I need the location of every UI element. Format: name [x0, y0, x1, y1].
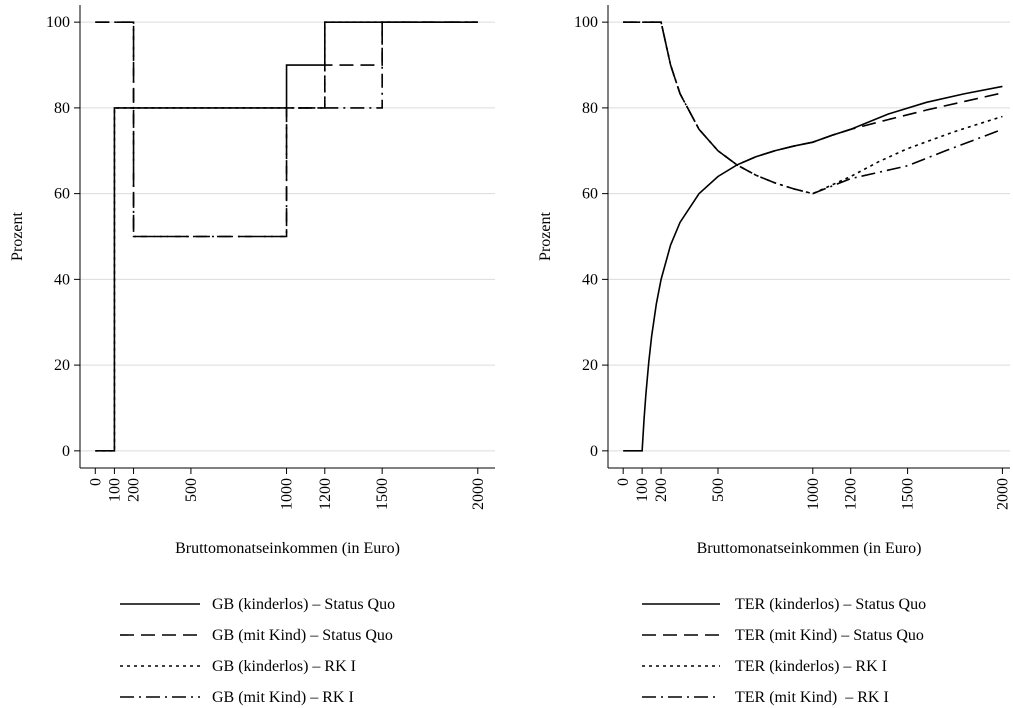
y-axis-label: Prozent [9, 212, 26, 261]
y-tick-label: 0 [62, 443, 70, 460]
data-line [95, 21, 478, 238]
x-tick-label: 200 [653, 478, 670, 502]
y-axis-label: Prozent [537, 212, 554, 261]
data-line [623, 21, 1003, 195]
x-tick-label: 1500 [374, 478, 391, 510]
legend-label: GB (kinderlos) – Status Quo [212, 596, 395, 613]
x-tick-label: 500 [710, 478, 727, 502]
y-tick-label: 100 [46, 14, 70, 31]
y-tick-label: 20 [582, 357, 598, 374]
y-tick-label: 60 [582, 186, 598, 203]
x-tick-label: 200 [126, 478, 143, 502]
x-tick-label: 500 [183, 478, 200, 502]
y-tick-label: 80 [54, 100, 70, 117]
legend-label: GB (kinderlos) – RK I [212, 658, 356, 675]
y-tick-label: 0 [590, 443, 598, 460]
x-tick-label: 100 [634, 478, 651, 502]
x-tick-label: 2000 [470, 478, 487, 510]
legend-label: TER (kinderlos) – RK I [735, 658, 887, 675]
y-tick-label: 40 [54, 271, 70, 288]
y-tick-label: 100 [574, 14, 598, 31]
legend-label: TER (mit Kind) – Status Quo [735, 627, 924, 644]
data-line [623, 85, 1003, 452]
x-axis-label: Bruttomonatseinkommen (in Euro) [175, 540, 400, 557]
x-tick-label: 1200 [317, 478, 334, 510]
data-line [95, 21, 478, 238]
x-axis-label: Bruttomonatseinkommen (in Euro) [697, 540, 922, 557]
x-tick-label: 0 [87, 478, 104, 486]
y-tick-label: 20 [54, 357, 70, 374]
legend-label: GB (mit Kind) – RK I [212, 689, 354, 706]
x-tick-label: 1000 [805, 478, 822, 510]
legend-label: TER (kinderlos) – Status Quo [735, 596, 926, 613]
y-tick-label: 60 [54, 186, 70, 203]
x-tick-label: 1200 [843, 478, 860, 510]
x-tick-label: 0 [615, 478, 632, 486]
legend-label: GB (mit Kind) – Status Quo [212, 627, 393, 644]
x-tick-label: 100 [106, 478, 123, 502]
x-tick-label: 1500 [900, 478, 917, 510]
y-tick-label: 80 [582, 100, 598, 117]
legend-label: TER (mit Kind) – RK I [735, 689, 889, 706]
x-tick-label: 1000 [279, 478, 296, 510]
y-tick-label: 40 [582, 271, 598, 288]
x-tick-label: 2000 [994, 478, 1011, 510]
data-line [95, 21, 478, 452]
